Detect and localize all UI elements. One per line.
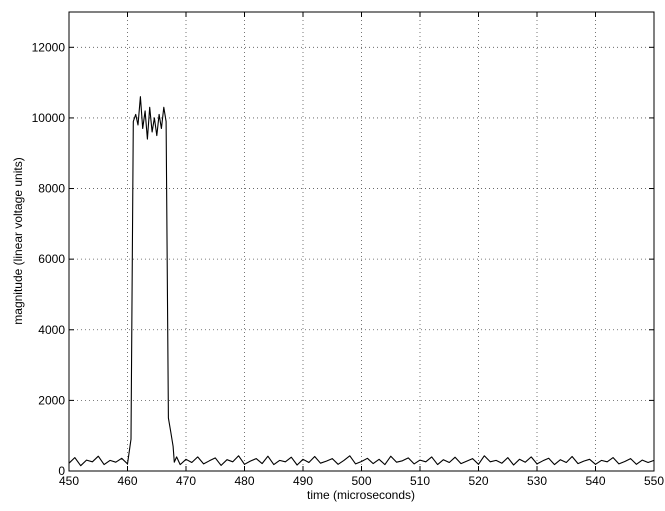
x-tick-label: 540: [585, 474, 605, 488]
series-line: [68, 96, 655, 467]
y-tick-label: 4000: [38, 323, 65, 337]
ticks: [68, 12, 655, 472]
y-tick-label: 0: [58, 464, 65, 478]
x-tick-label: 500: [351, 474, 371, 488]
x-tick-label: 470: [176, 474, 196, 488]
tick-labels: 450 460 470 480 490 500 510 520 530 540 550 0 2000 40…: [32, 40, 665, 488]
x-tick-label: 480: [234, 474, 254, 488]
x-tick-label: 510: [410, 474, 430, 488]
x-tick-label: 490: [293, 474, 313, 488]
y-tick-label: 8000: [38, 182, 65, 196]
x-tick-label: 530: [527, 474, 547, 488]
y-tick-label: 10000: [32, 111, 66, 125]
grid: [69, 12, 654, 471]
y-tick-label: 12000: [32, 40, 66, 54]
y-tick-label: 6000: [38, 252, 65, 266]
series-layer: [68, 96, 655, 467]
x-tick-label: 550: [644, 474, 664, 488]
x-tick-label: 450: [59, 474, 79, 488]
y-axis-title: magnitude (linear voltage units): [11, 157, 25, 324]
x-axis-title: time (microseconds): [307, 488, 415, 502]
x-tick-label: 520: [468, 474, 488, 488]
x-tick-label: 460: [117, 474, 137, 488]
y-tick-label: 2000: [38, 393, 65, 407]
